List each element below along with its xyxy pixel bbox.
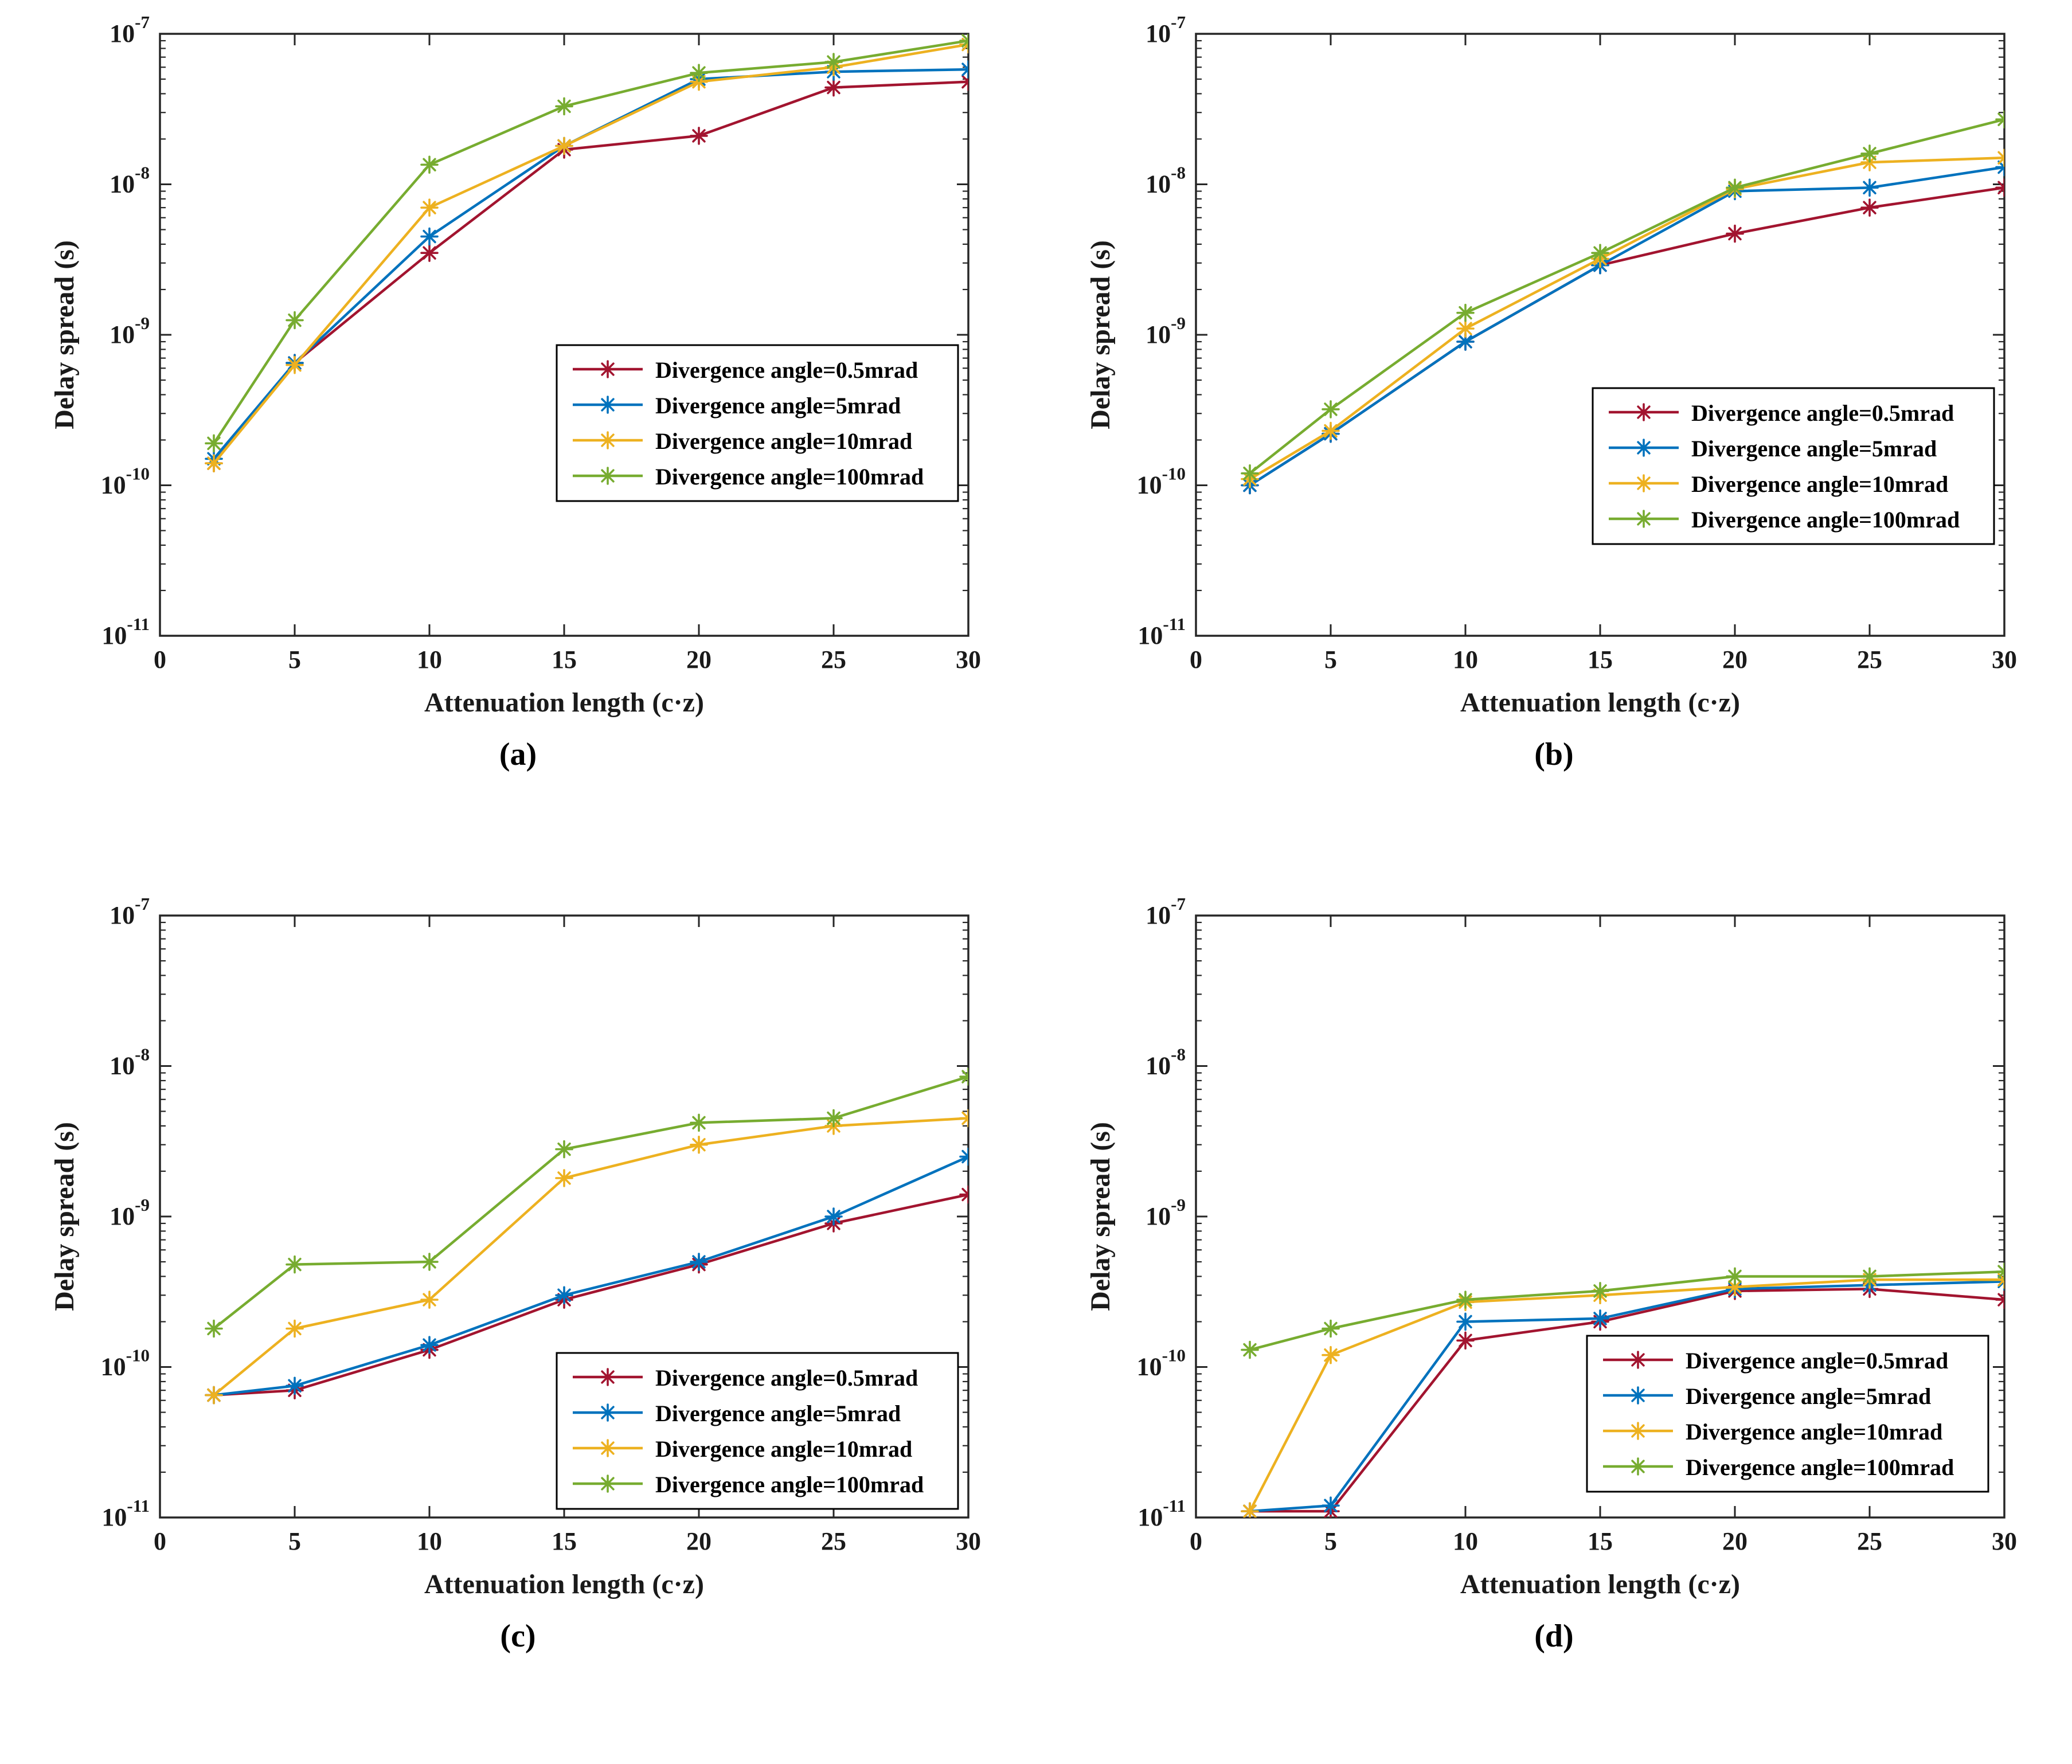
chart-b-caption: (b) [1534,737,1574,772]
svg-text:20: 20 [686,646,711,674]
svg-text:Divergence angle=100mrad: Divergence angle=100mrad [1686,1454,1954,1480]
svg-text:0: 0 [154,646,166,674]
svg-text:5: 5 [1324,646,1337,674]
svg-text:Attenuation length (c·z): Attenuation length (c·z) [424,687,704,718]
svg-text:Attenuation length (c·z): Attenuation length (c·z) [1460,687,1740,718]
chart-d: 0 5 10 15 20 25 30 10-11 10-10 10-9 10-8 10-7 Attenu… [1073,890,2036,1655]
svg-text:10-8: 10-8 [1146,1045,1186,1080]
svg-text:10-8: 10-8 [110,1045,150,1080]
svg-text:Divergence angle=10mrad: Divergence angle=10mrad [655,1436,912,1462]
cell-d: 0 5 10 15 20 25 30 10-11 10-10 10-9 10-8 10-7 Attenu… [1036,882,2072,1764]
chart-a-caption: (a) [499,737,537,772]
svg-text:15: 15 [1588,646,1613,674]
svg-text:10-8: 10-8 [1146,163,1186,198]
chart-a-plot: 0 5 10 15 20 25 30 10-11 10-10 10-9 10-8 10-7 Attenu… [49,12,981,718]
svg-text:Divergence angle=0.5mrad: Divergence angle=0.5mrad [1686,1348,1948,1374]
svg-text:Divergence angle=100mrad: Divergence angle=100mrad [1691,507,1960,533]
svg-text:0: 0 [1190,646,1202,674]
svg-text:15: 15 [552,646,577,674]
svg-text:10: 10 [417,646,442,674]
svg-text:Delay spread (s): Delay spread (s) [1085,1122,1116,1311]
svg-text:20: 20 [1722,1527,1747,1555]
svg-text:20: 20 [1722,646,1747,674]
svg-text:5: 5 [288,646,301,674]
svg-text:Divergence angle=10mrad: Divergence angle=10mrad [1686,1419,1942,1445]
chart-c-caption: (c) [500,1618,536,1654]
svg-text:Divergence angle=0.5mrad: Divergence angle=0.5mrad [655,1365,918,1391]
svg-text:Divergence angle=5mrad: Divergence angle=5mrad [655,1401,901,1426]
svg-text:20: 20 [686,1527,711,1555]
svg-text:25: 25 [821,646,846,674]
chart-b: 0 5 10 15 20 25 30 10-11 10-10 10-9 10-8 10-7 Attenu… [1073,8,2036,773]
cell-c: 0 5 10 15 20 25 30 10-11 10-10 10-9 10-8 10-7 Attenu… [0,882,1036,1764]
svg-text:10-10: 10-10 [1136,1346,1185,1381]
svg-text:Divergence angle=100mrad: Divergence angle=100mrad [655,1472,924,1497]
svg-text:10-11: 10-11 [1137,614,1186,650]
svg-text:10-11: 10-11 [101,1496,150,1531]
chart-d-plot: 0 5 10 15 20 25 30 10-11 10-10 10-9 10-8 10-7 Attenu… [1085,894,2017,1599]
svg-text:10-8: 10-8 [110,163,150,198]
chart-d-caption: (d) [1534,1618,1574,1654]
svg-text:10-7: 10-7 [1146,894,1186,929]
svg-text:10-10: 10-10 [100,464,149,499]
svg-text:15: 15 [552,1527,577,1555]
svg-text:5: 5 [288,1527,301,1555]
svg-text:30: 30 [956,1527,981,1555]
svg-text:Divergence angle=0.5mrad: Divergence angle=0.5mrad [1691,400,1954,426]
cell-a: 0 5 10 15 20 25 30 10-11 10-10 10-9 10-8 10-7 Attenu… [0,0,1036,882]
svg-text:10-11: 10-11 [1137,1496,1186,1531]
svg-text:10-11: 10-11 [101,614,150,650]
svg-text:10: 10 [417,1527,442,1555]
svg-text:10-9: 10-9 [110,1195,150,1230]
svg-text:15: 15 [1588,1527,1613,1555]
svg-text:0: 0 [154,1527,166,1555]
svg-text:Attenuation length (c·z): Attenuation length (c·z) [424,1569,704,1599]
svg-text:10-10: 10-10 [1136,464,1185,499]
svg-text:10-7: 10-7 [1146,12,1186,48]
svg-text:Attenuation length (c·z): Attenuation length (c·z) [1460,1569,1740,1599]
svg-text:Divergence angle=10mrad: Divergence angle=10mrad [1691,471,1948,497]
svg-text:10: 10 [1453,646,1478,674]
svg-text:10-10: 10-10 [100,1346,149,1381]
svg-text:30: 30 [1992,1527,2017,1555]
svg-text:25: 25 [821,1527,846,1555]
svg-text:Divergence angle=5mrad: Divergence angle=5mrad [1686,1383,1931,1409]
svg-text:25: 25 [1857,1527,1882,1555]
svg-text:Delay spread (s): Delay spread (s) [1085,240,1116,429]
svg-text:10-7: 10-7 [110,12,150,48]
svg-text:0: 0 [1190,1527,1202,1555]
svg-text:30: 30 [1992,646,2017,674]
svg-text:10: 10 [1453,1527,1478,1555]
svg-text:Divergence angle=5mrad: Divergence angle=5mrad [1691,436,1937,461]
chart-a: 0 5 10 15 20 25 30 10-11 10-10 10-9 10-8 10-7 Attenu… [37,8,1000,773]
svg-text:Delay spread (s): Delay spread (s) [49,1122,80,1311]
svg-text:10-9: 10-9 [110,313,150,349]
chart-b-plot: 0 5 10 15 20 25 30 10-11 10-10 10-9 10-8 10-7 Attenu… [1085,12,2017,718]
svg-text:5: 5 [1324,1527,1337,1555]
svg-text:10-7: 10-7 [110,894,150,929]
svg-text:Divergence angle=5mrad: Divergence angle=5mrad [655,393,901,418]
svg-text:Divergence angle=0.5mrad: Divergence angle=0.5mrad [655,357,918,383]
chart-c-plot: 0 5 10 15 20 25 30 10-11 10-10 10-9 10-8 10-7 Attenu… [49,894,981,1599]
svg-text:10-9: 10-9 [1146,313,1186,349]
svg-text:10-9: 10-9 [1146,1195,1186,1230]
svg-text:30: 30 [956,646,981,674]
cell-b: 0 5 10 15 20 25 30 10-11 10-10 10-9 10-8 10-7 Attenu… [1036,0,2072,882]
svg-text:25: 25 [1857,646,1882,674]
svg-text:Delay spread (s): Delay spread (s) [49,240,80,429]
svg-text:Divergence angle=100mrad: Divergence angle=100mrad [655,464,924,490]
chart-c: 0 5 10 15 20 25 30 10-11 10-10 10-9 10-8 10-7 Attenu… [37,890,1000,1655]
svg-text:Divergence angle=10mrad: Divergence angle=10mrad [655,428,912,454]
